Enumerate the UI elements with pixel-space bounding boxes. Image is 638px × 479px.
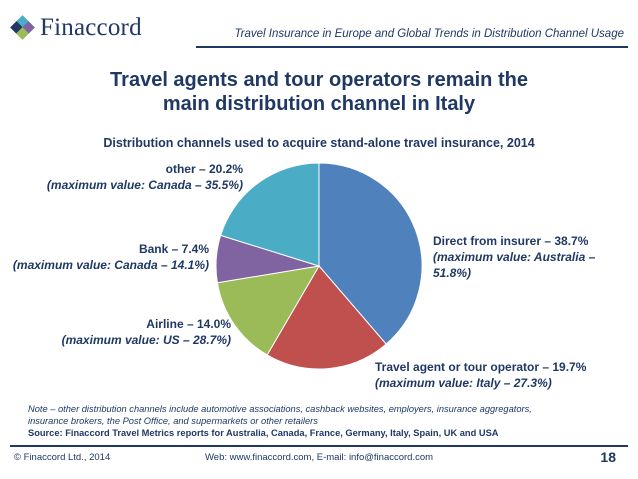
page-title-line-2: main distribution channel in Italy — [162, 93, 476, 115]
footer-divider — [10, 445, 628, 447]
label-other: other – 20.2% (maximum value: Canada – 3… — [46, 162, 243, 192]
chart-title: Distribution channels used to acquire st… — [103, 136, 535, 150]
chart-note: Note – other distribution channels inclu… — [28, 404, 532, 426]
page-title: Travel agents and tour operators remain … — [0, 68, 638, 116]
header-divider — [196, 46, 628, 48]
pie-slice-other — [220, 162, 320, 267]
label-travel-agent: Travel agent or tour operator – 19.7% (m… — [375, 360, 587, 390]
page-title-line-1: Travel agents and tour operators remain … — [110, 69, 528, 91]
chart-source: Source: Finaccord Travel Metrics reports… — [28, 428, 499, 438]
page-number: 18 — [600, 449, 616, 465]
label-direct-from-insurer: Direct from insurer – 38.7% (maximum val… — [433, 234, 596, 280]
pie-slice-airline — [216, 265, 320, 356]
copyright: © Finaccord Ltd., 2014 — [14, 452, 111, 463]
contact-info: Web: www.finaccord.com, E-mail: info@fin… — [205, 452, 434, 463]
brand-name: Finaccord — [40, 14, 142, 41]
pie-slice-travel-agent-or-tour-operator — [266, 265, 387, 370]
label-bank: Bank – 7.4% (maximum value: Canada – 14.… — [12, 242, 209, 272]
pie-slice-direct-from-insurer — [318, 162, 423, 345]
header-title: Travel Insurance in Europe and Global Tr… — [234, 28, 624, 40]
label-airline: Airline – 14.0% (maximum value: US – 28.… — [61, 317, 231, 347]
finaccord-logo: Finaccord — [10, 14, 142, 42]
